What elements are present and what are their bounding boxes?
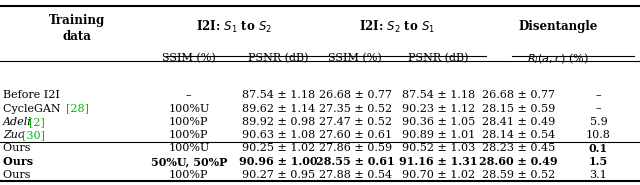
Text: 27.60 ± 0.61: 27.60 ± 0.61 bbox=[319, 130, 392, 140]
Text: SSIM (%): SSIM (%) bbox=[328, 53, 382, 63]
Text: –: – bbox=[596, 104, 601, 114]
Text: –: – bbox=[186, 90, 191, 100]
Text: 89.62 ± 1.14: 89.62 ± 1.14 bbox=[242, 104, 315, 114]
Text: 90.89 ± 1.01: 90.89 ± 1.01 bbox=[402, 130, 475, 140]
Text: 89.92 ± 0.98: 89.92 ± 0.98 bbox=[242, 117, 315, 127]
Text: 27.88 ± 0.54: 27.88 ± 0.54 bbox=[319, 170, 392, 180]
Text: –: – bbox=[596, 90, 601, 100]
Text: 100%P: 100%P bbox=[169, 130, 209, 140]
Text: 90.36 ± 1.05: 90.36 ± 1.05 bbox=[402, 117, 475, 127]
Text: PSNR (dB): PSNR (dB) bbox=[408, 53, 468, 63]
Text: 0.1: 0.1 bbox=[589, 143, 608, 154]
Text: 90.63 ± 1.08: 90.63 ± 1.08 bbox=[242, 130, 315, 140]
Text: 90.52 ± 1.03: 90.52 ± 1.03 bbox=[402, 143, 475, 153]
Text: 26.68 ± 0.77: 26.68 ± 0.77 bbox=[319, 90, 392, 100]
Text: 100%U: 100%U bbox=[168, 104, 209, 114]
Text: 27.35 ± 0.52: 27.35 ± 0.52 bbox=[319, 104, 392, 114]
Text: 3.1: 3.1 bbox=[589, 170, 607, 180]
Text: CycleGAN: CycleGAN bbox=[3, 104, 65, 114]
Text: 1.5: 1.5 bbox=[589, 156, 608, 167]
Text: Adeli: Adeli bbox=[3, 117, 35, 127]
Text: I2I: $\mathit{S}_1$ to $\mathit{S}_2$: I2I: $\mathit{S}_1$ to $\mathit{S}_2$ bbox=[196, 19, 271, 35]
Text: 28.59 ± 0.52: 28.59 ± 0.52 bbox=[482, 170, 555, 180]
Text: 5.9: 5.9 bbox=[589, 117, 607, 127]
Text: 87.54 ± 1.18: 87.54 ± 1.18 bbox=[242, 90, 315, 100]
Text: 100%P: 100%P bbox=[169, 170, 209, 180]
Text: PSNR (dB): PSNR (dB) bbox=[248, 53, 308, 63]
Text: $R_l(a;c)$ (%): $R_l(a;c)$ (%) bbox=[527, 51, 589, 65]
Text: 100%P: 100%P bbox=[169, 117, 209, 127]
Text: 28.55 ± 0.61: 28.55 ± 0.61 bbox=[316, 156, 394, 167]
Text: Zuo: Zuo bbox=[3, 130, 28, 140]
Text: Ours: Ours bbox=[3, 156, 37, 167]
Text: 28.23 ± 0.45: 28.23 ± 0.45 bbox=[482, 143, 555, 153]
Text: 87.54 ± 1.18: 87.54 ± 1.18 bbox=[402, 90, 475, 100]
Text: 90.70 ± 1.02: 90.70 ± 1.02 bbox=[402, 170, 475, 180]
Text: 26.68 ± 0.77: 26.68 ± 0.77 bbox=[482, 90, 555, 100]
Text: 27.47 ± 0.52: 27.47 ± 0.52 bbox=[319, 117, 392, 127]
Text: 10.8: 10.8 bbox=[586, 130, 611, 140]
Text: I2I: $\mathit{S}_2$ to $\mathit{S}_1$: I2I: $\mathit{S}_2$ to $\mathit{S}_1$ bbox=[359, 19, 435, 35]
Text: 90.25 ± 1.02: 90.25 ± 1.02 bbox=[242, 143, 315, 153]
Text: Disentangle: Disentangle bbox=[518, 20, 598, 33]
Text: 90.23 ± 1.12: 90.23 ± 1.12 bbox=[402, 104, 475, 114]
Text: 90.96 ± 1.00: 90.96 ± 1.00 bbox=[239, 156, 317, 167]
Text: 28.14 ± 0.54: 28.14 ± 0.54 bbox=[482, 130, 555, 140]
Text: 28.60 ± 0.49: 28.60 ± 0.49 bbox=[479, 156, 557, 167]
Text: Training
data: Training data bbox=[49, 14, 105, 43]
Text: 28.41 ± 0.49: 28.41 ± 0.49 bbox=[482, 117, 555, 127]
Text: Ours: Ours bbox=[3, 170, 34, 180]
Text: SSIM (%): SSIM (%) bbox=[162, 53, 216, 63]
Text: 27.86 ± 0.59: 27.86 ± 0.59 bbox=[319, 143, 392, 153]
Text: [28]: [28] bbox=[66, 104, 89, 114]
Text: Before I2I: Before I2I bbox=[3, 90, 60, 100]
Text: Ours: Ours bbox=[3, 143, 34, 153]
Text: [30]: [30] bbox=[22, 130, 45, 140]
Text: [2]: [2] bbox=[29, 117, 45, 127]
Text: 100%U: 100%U bbox=[168, 143, 209, 153]
Text: 91.16 ± 1.31: 91.16 ± 1.31 bbox=[399, 156, 477, 167]
Text: 90.27 ± 0.95: 90.27 ± 0.95 bbox=[242, 170, 315, 180]
Text: 28.15 ± 0.59: 28.15 ± 0.59 bbox=[482, 104, 555, 114]
Text: 50%U, 50%P: 50%U, 50%P bbox=[150, 156, 227, 167]
